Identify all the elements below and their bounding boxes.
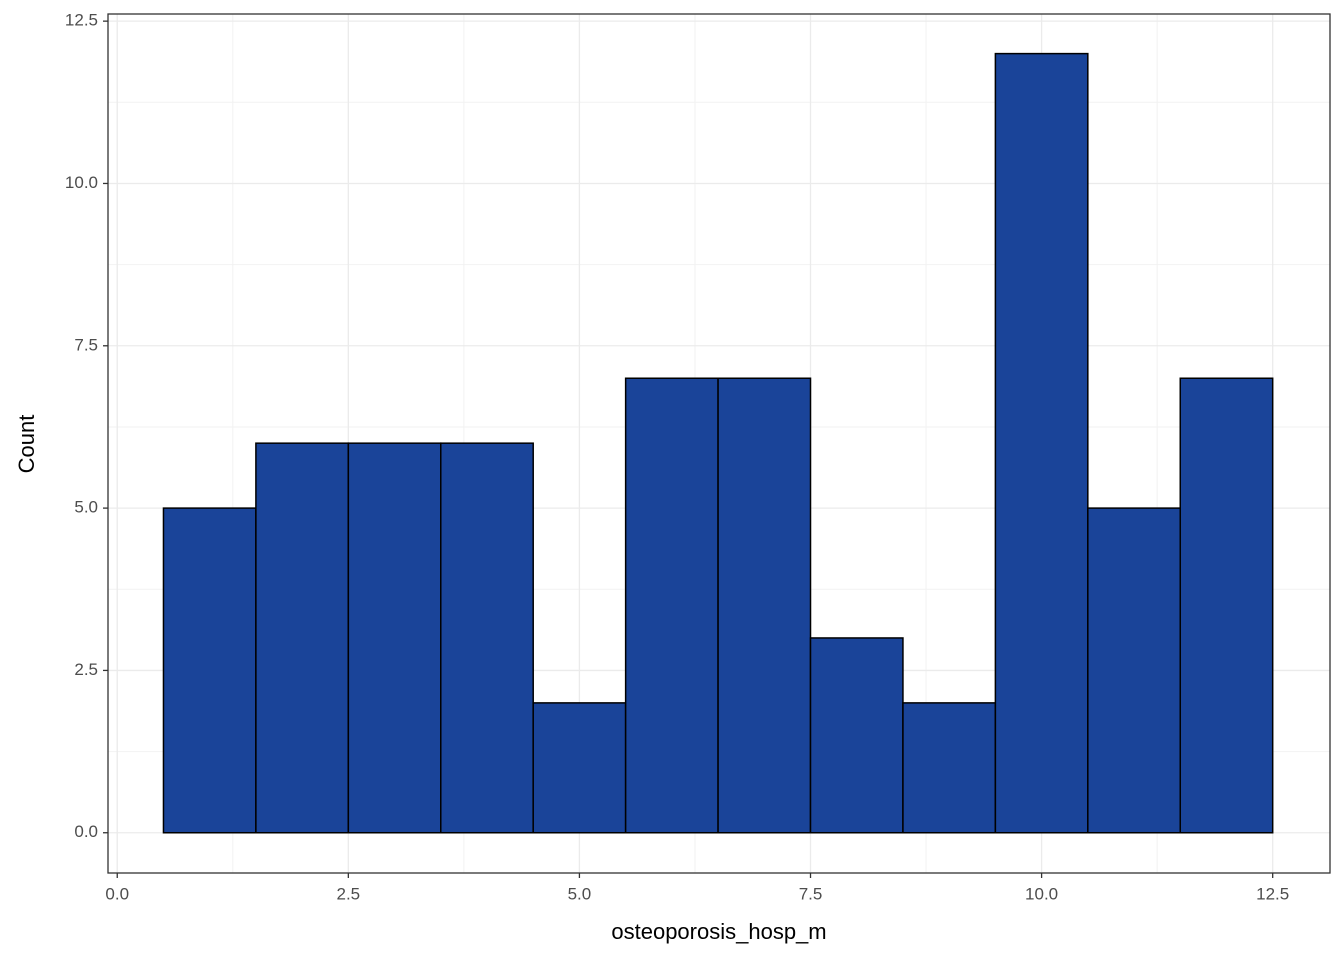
bar [440,442,534,834]
bar [994,52,1089,834]
y-axis-title: Count [14,415,39,474]
x-tick-label: 2.5 [337,884,361,903]
x-tick-label: 10.0 [1025,884,1058,903]
y-tick-label: 2.5 [74,660,98,679]
y-tick-label: 12.5 [65,11,98,30]
bar [717,377,812,834]
bar [624,377,719,834]
x-tick-label: 5.0 [568,884,592,903]
bar [1087,507,1182,834]
y-tick-label: 5.0 [74,498,98,517]
y-tick-label: 7.5 [74,335,98,354]
x-tick-label: 0.0 [105,884,129,903]
y-tick-label: 0.0 [74,822,98,841]
x-axis-title: osteoporosis_hosp_m [611,919,826,944]
bar [902,702,997,834]
x-tick-label: 7.5 [799,884,823,903]
bar [347,442,442,834]
bar [162,507,257,834]
bar [255,442,350,834]
bar [809,637,904,834]
y-tick-label: 10.0 [65,173,98,192]
bar [532,702,627,834]
panel-border [107,13,1331,874]
bar [1179,377,1274,834]
x-tick-label: 12.5 [1256,884,1289,903]
